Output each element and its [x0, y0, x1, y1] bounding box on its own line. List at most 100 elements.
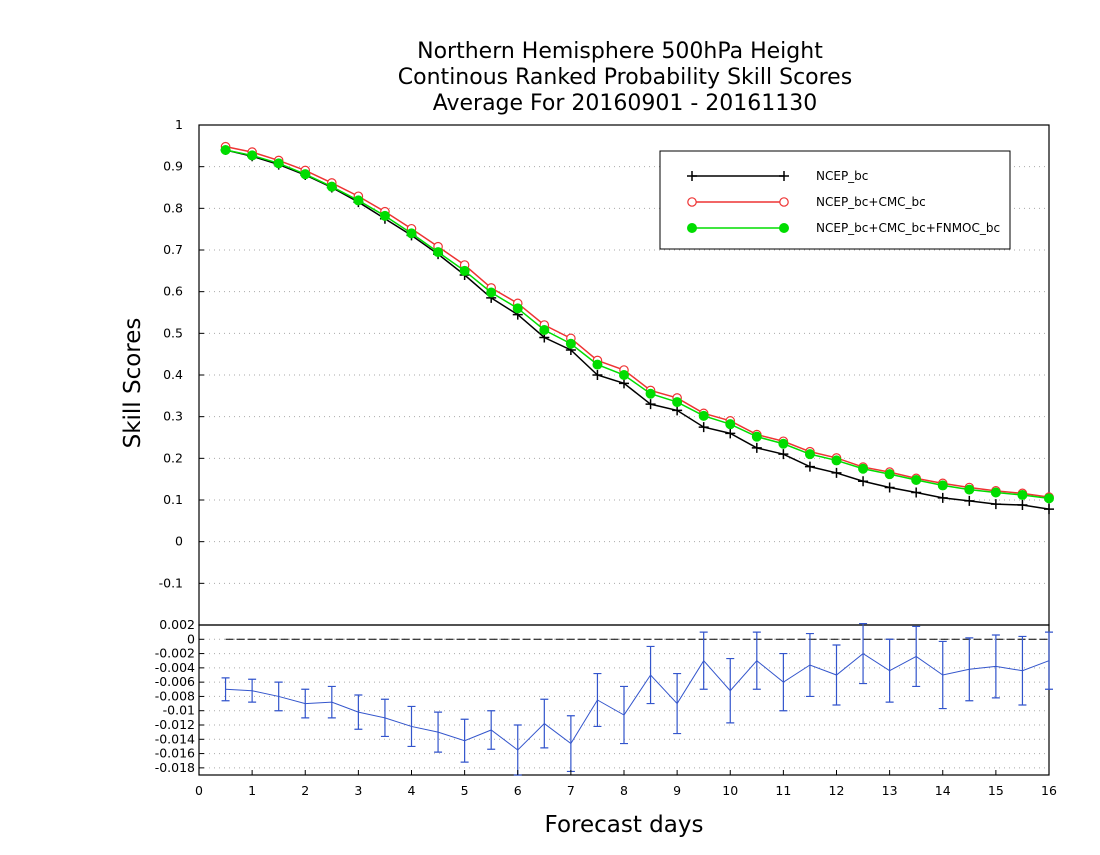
data-point-ncep-bc: [990, 499, 1001, 510]
data-point-ncep-bc: [751, 442, 762, 453]
diff-y-tick-label: -0.008: [155, 688, 195, 703]
error-bar: [566, 715, 575, 773]
x-tick-label: 16: [1041, 783, 1057, 798]
x-tick-label: 6: [514, 783, 522, 798]
chart-title-line-1: Northern Hemisphere 500hPa Height: [417, 39, 823, 64]
diff-y-tick-label: 0: [187, 631, 195, 646]
legend-marker-plus: [779, 171, 789, 181]
error-bar: [354, 694, 363, 730]
chart-title-line-3: Average For 20160901 - 20161130: [433, 91, 818, 116]
main-y-tick-label: -0.1: [159, 575, 183, 590]
data-point-ncep-bc: [858, 476, 869, 487]
data-point-ncep-bc: [804, 461, 815, 472]
data-point-ncep-bc: [937, 492, 948, 503]
main-y-tick-label: 0.2: [163, 450, 183, 465]
legend-marker-plus: [687, 171, 697, 181]
legend-marker-open-circle: [687, 197, 697, 207]
data-point-ncep-cmc-fnmoc: [990, 487, 1001, 498]
data-point-ncep-cmc-fnmoc: [619, 370, 629, 380]
main-y-tick-label: 0: [175, 534, 183, 549]
series-line-1: [225, 149, 1050, 510]
diff-y-tick-label: -0.004: [155, 660, 195, 675]
x-tick-label: 4: [408, 783, 416, 798]
data-point-ncep-cmc-fnmoc: [751, 431, 762, 442]
data-point-ncep-cmc-fnmoc: [220, 145, 231, 155]
error-bar: [620, 685, 628, 745]
main-y-tick-label: 0.4: [163, 367, 183, 382]
data-point-ncep-cmc-fnmoc: [433, 247, 444, 258]
data-point-ncep-bc: [884, 482, 895, 493]
error-bar: [646, 645, 655, 705]
data-point-ncep-cmc-fnmoc: [539, 325, 550, 335]
error-bar: [938, 640, 947, 710]
error-bar: [912, 625, 921, 688]
main-y-tick-label: 1: [175, 117, 183, 132]
legend-marker-open-circle: [779, 197, 789, 207]
data-point-ncep-cmc-fnmoc: [326, 181, 337, 192]
y-axis-label: Skill Scores: [120, 318, 146, 449]
diff-y-tick-label: -0.016: [155, 746, 195, 761]
error-bar: [407, 705, 416, 748]
legend-label-3: NCEP_bc+CMC_bc+FNMOC_bc: [816, 221, 1000, 235]
legend-marker-filled-circle: [687, 223, 697, 233]
legend-label-2: NCEP_bc+CMC_bc: [816, 195, 926, 209]
x-tick-label: 8: [620, 783, 628, 798]
data-point-ncep-bc: [725, 428, 736, 439]
x-tick-label: 11: [775, 783, 791, 798]
error-bar: [752, 631, 761, 690]
error-bar: [1045, 631, 1053, 690]
data-point-ncep-bc: [1044, 504, 1054, 515]
diff-y-tick-label: -0.014: [155, 731, 195, 746]
error-bar: [965, 637, 974, 702]
data-point-ncep-cmc-fnmoc: [858, 463, 869, 474]
data-point-ncep-cmc-fnmoc: [911, 475, 922, 485]
data-point-ncep-cmc-fnmoc: [459, 265, 470, 276]
main-y-tick-label: 0.5: [163, 325, 183, 340]
x-tick-label: 3: [354, 783, 362, 798]
x-tick-label: 1: [248, 783, 256, 798]
chart-title-line-2: Continous Ranked Probability Skill Score…: [398, 65, 852, 90]
data-point-ncep-cmc-fnmoc: [645, 388, 656, 399]
diff-y-tick-label: 0.002: [159, 617, 195, 632]
diff-y-tick-label: -0.012: [155, 717, 195, 732]
diff-y-tick-label: -0.018: [155, 760, 195, 775]
diff-y-tick-label: -0.01: [163, 703, 195, 718]
error-bar: [487, 710, 496, 750]
x-tick-label: 14: [935, 783, 951, 798]
main-y-tick-label: 0.3: [163, 409, 183, 424]
x-axis-label: Forecast days: [545, 812, 704, 838]
error-bar: [1018, 635, 1027, 706]
data-point-ncep-cmc-fnmoc: [379, 210, 390, 221]
error-bar: [327, 685, 336, 719]
error-bar: [699, 631, 708, 690]
data-point-ncep-cmc-fnmoc: [273, 158, 284, 169]
legend-box: [659, 150, 1011, 250]
legend-marker-filled-circle: [779, 223, 789, 233]
data-point-ncep-bc: [831, 467, 842, 478]
difference-plot-area: -0.018-0.016-0.014-0.012-0.01-0.008 -0.00…: [155, 617, 1057, 798]
data-point-ncep-cmc-fnmoc: [486, 287, 497, 298]
x-tick-label: 0: [195, 783, 203, 798]
data-point-ncep-cmc-fnmoc: [937, 480, 948, 491]
main-y-tick-label: 0.1: [163, 492, 183, 507]
error-bar: [673, 672, 682, 735]
data-point-ncep-cmc-fnmoc: [406, 228, 417, 239]
main-y-tick-label: 0.7: [163, 242, 183, 257]
data-point-ncep-cmc-fnmoc: [565, 338, 576, 349]
error-bar: [885, 638, 894, 703]
error-bar: [274, 681, 283, 712]
error-bar: [221, 677, 230, 702]
data-point-ncep-cmc-fnmoc: [672, 397, 683, 408]
error-bar: [859, 622, 868, 685]
x-tick-label: 10: [722, 783, 738, 798]
data-point-ncep-cmc-fnmoc: [698, 410, 709, 421]
data-point-ncep-bc: [778, 449, 789, 460]
diff-y-tick-label: -0.002: [155, 646, 195, 661]
data-point-ncep-cmc-fnmoc: [884, 469, 895, 480]
error-bar: [460, 718, 469, 763]
data-point-ncep-cmc-fnmoc: [300, 169, 311, 180]
main-y-tick-label: 0.9: [163, 159, 183, 174]
x-tick-label: 15: [988, 783, 1004, 798]
data-point-ncep-bc: [698, 422, 709, 433]
data-point-ncep-cmc-fnmoc: [964, 484, 975, 495]
